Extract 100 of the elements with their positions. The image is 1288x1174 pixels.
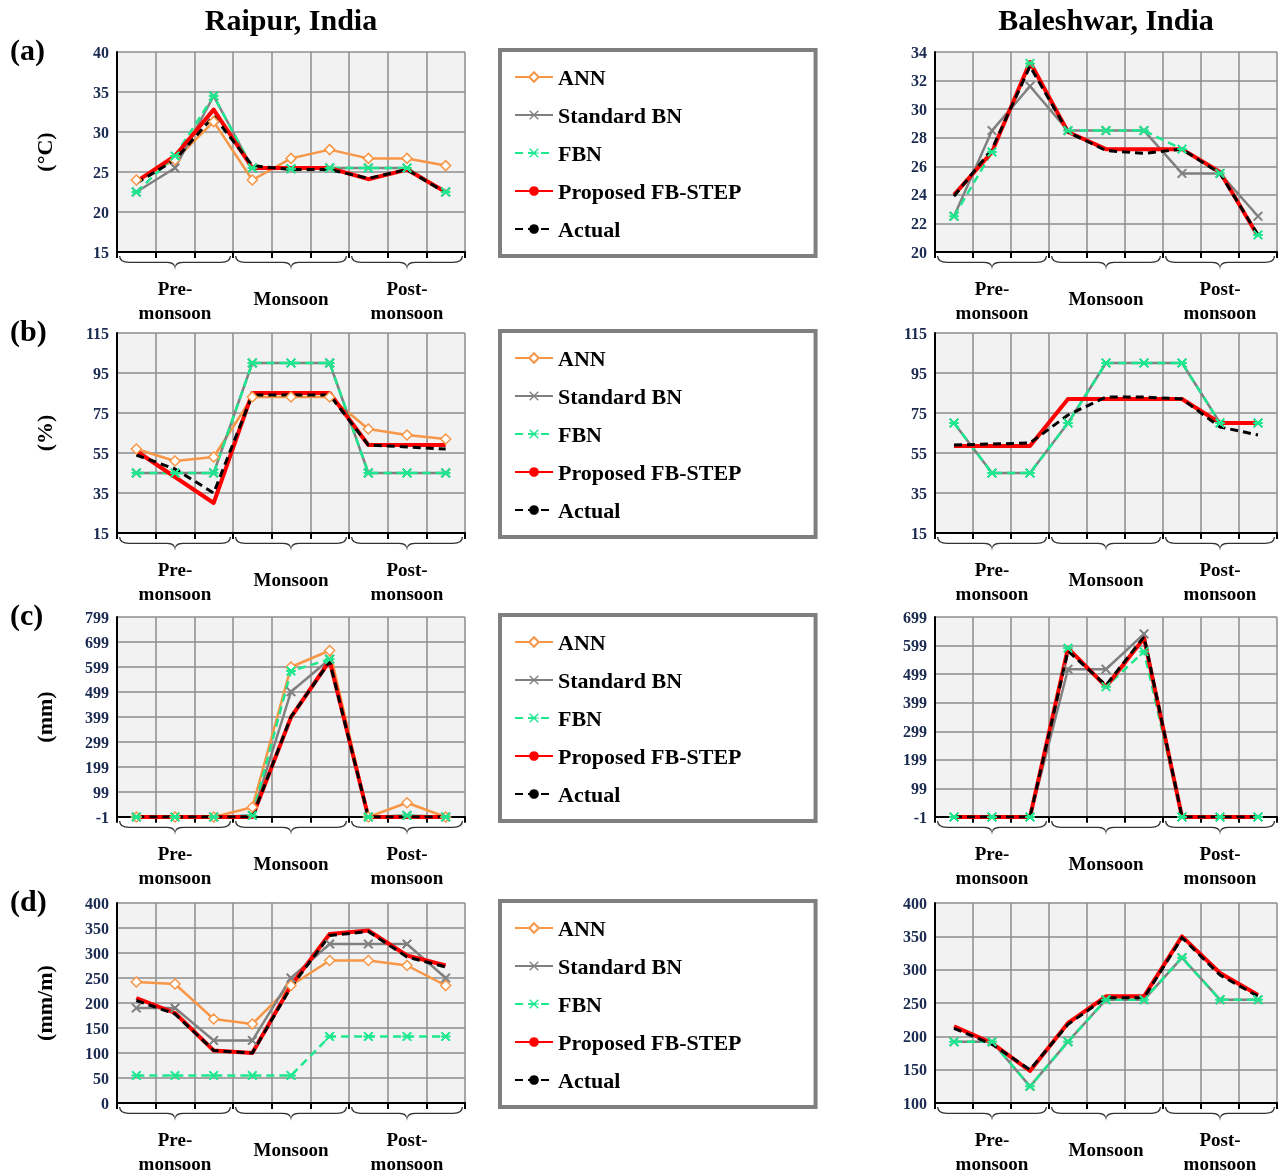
y-tick-label: 15	[93, 524, 109, 542]
text: Monsoon	[1068, 287, 1144, 309]
legend-label: ANN	[558, 345, 606, 371]
y-tick-label: 300	[85, 944, 109, 962]
legend-label: Actual	[558, 1067, 621, 1093]
legend-label: FBN	[558, 705, 603, 731]
y-tick-label: 34	[911, 43, 927, 61]
legend-label: Proposed FB-STEP	[558, 743, 742, 769]
text: Monsoon	[253, 852, 329, 874]
y-tick-label: 250	[903, 994, 927, 1012]
y-tick-label: 0	[101, 1094, 109, 1112]
legend-label: Proposed FB-STEP	[558, 178, 742, 204]
text: Pre-monsoon	[138, 558, 212, 604]
chart-subtitle: (d)	[10, 883, 47, 918]
legend-label: Standard BN	[558, 102, 683, 128]
y-tick-label: 25	[93, 163, 109, 181]
y-tick-label: 26	[911, 157, 927, 175]
text: Post-monsoon	[370, 277, 444, 323]
y-tick-label: 150	[903, 1061, 927, 1079]
y-tick-label: 399	[903, 694, 927, 712]
text: Pre-monsoon	[955, 277, 1029, 323]
y-tick-label: -1	[95, 808, 109, 826]
text: Monsoon	[1068, 568, 1144, 590]
legend-label: FBN	[558, 140, 603, 166]
text: Monsoon	[253, 568, 329, 590]
legend-label: Standard BN	[558, 953, 683, 979]
y-tick-label: 50	[93, 1069, 109, 1087]
y-tick-label: 599	[85, 658, 109, 676]
y-tick-label: 350	[85, 919, 109, 937]
y-axis-title: (mm)	[31, 691, 57, 743]
y-tick-label: 200	[903, 1027, 927, 1045]
y-tick-label: 75	[93, 404, 109, 422]
legend-label: ANN	[558, 629, 606, 655]
y-tick-label: 24	[911, 186, 927, 204]
y-tick-label: 30	[93, 123, 109, 141]
y-tick-label: 95	[911, 364, 927, 382]
y-tick-label: 250	[85, 969, 109, 987]
y-tick-label: -1	[913, 808, 927, 826]
text: Pre-monsoon	[138, 1128, 212, 1174]
text: Monsoon	[1068, 852, 1144, 874]
y-tick-label: 399	[85, 708, 109, 726]
y-tick-label: 199	[85, 758, 109, 776]
legend-label: Proposed FB-STEP	[558, 459, 742, 485]
y-tick-label: 22	[911, 214, 927, 232]
y-tick-label: 300	[903, 961, 927, 979]
legend-label: Proposed FB-STEP	[558, 1029, 742, 1055]
chart-title: Baleshwar, India	[998, 2, 1214, 36]
y-tick-label: 75	[911, 404, 927, 422]
text: Pre-monsoon	[955, 558, 1029, 604]
y-tick-label: 199	[903, 751, 927, 769]
legend-label: Standard BN	[558, 667, 683, 693]
y-tick-label: 499	[903, 665, 927, 683]
text: Post-monsoon	[370, 1128, 444, 1174]
y-tick-label: 699	[85, 633, 109, 651]
y-tick-label: 99	[911, 779, 927, 797]
legend-label: Actual	[558, 497, 621, 523]
y-tick-label: 28	[911, 129, 927, 147]
text: Post-monsoon	[370, 842, 444, 888]
y-tick-label: 35	[93, 83, 109, 101]
text: Monsoon	[253, 287, 329, 309]
y-tick-label: 200	[85, 994, 109, 1012]
legend-label: ANN	[558, 915, 606, 941]
y-tick-label: 30	[911, 100, 927, 118]
y-tick-label: 32	[911, 72, 927, 90]
y-axis-title: (%)	[31, 414, 57, 452]
y-tick-label: 115	[903, 324, 927, 342]
y-tick-label: 15	[911, 524, 927, 542]
text: Post-monsoon	[1183, 558, 1257, 604]
text: Monsoon	[1068, 1138, 1144, 1160]
text: Pre-monsoon	[138, 842, 212, 888]
text: Pre-monsoon	[955, 842, 1029, 888]
y-tick-label: 100	[85, 1044, 109, 1062]
legend-label: Actual	[558, 216, 621, 242]
y-tick-label: 400	[85, 894, 109, 912]
y-tick-label: 499	[85, 683, 109, 701]
y-tick-label: 350	[903, 927, 927, 945]
text: Pre-monsoon	[138, 277, 212, 323]
y-tick-label: 55	[93, 444, 109, 462]
text: Post-monsoon	[1183, 842, 1257, 888]
text: Pre-monsoon	[955, 1128, 1029, 1174]
y-tick-label: 15	[93, 243, 109, 261]
y-axis-title: (mm/m)	[31, 965, 57, 1041]
text: Post-monsoon	[1183, 1128, 1257, 1174]
y-tick-label: 35	[93, 484, 109, 502]
y-tick-label: 799	[85, 608, 109, 626]
text: Monsoon	[253, 1138, 329, 1160]
y-tick-label: 299	[85, 733, 109, 751]
y-tick-label: 699	[903, 608, 927, 626]
text: Post-monsoon	[1183, 277, 1257, 323]
y-tick-label: 40	[93, 43, 109, 61]
y-tick-label: 115	[85, 324, 109, 342]
chart-subtitle: (b)	[10, 313, 47, 348]
y-tick-label: 20	[911, 243, 927, 261]
legend-label: Actual	[558, 781, 621, 807]
legend-label: Standard BN	[558, 383, 683, 409]
chart-subtitle: (c)	[10, 597, 44, 632]
y-tick-label: 35	[911, 484, 927, 502]
y-tick-label: 400	[903, 894, 927, 912]
y-tick-label: 599	[903, 637, 927, 655]
legend-label: ANN	[558, 64, 606, 90]
